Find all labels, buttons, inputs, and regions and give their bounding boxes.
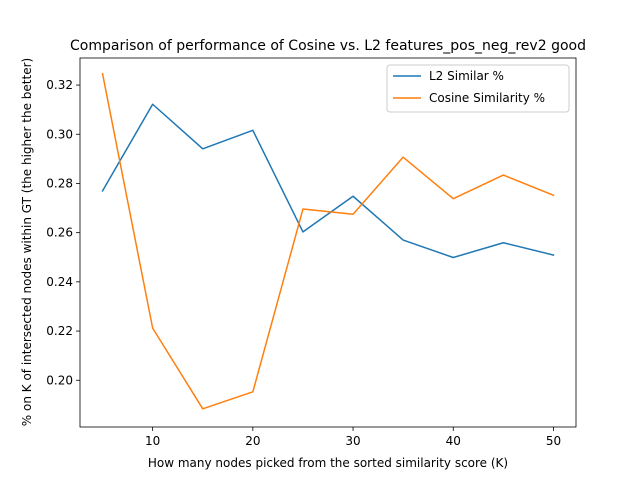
y-tick-label-3: 0.26 [46,226,73,240]
y-tick-label-0: 0.20 [46,373,73,387]
y-tick-label-1: 0.22 [46,324,73,338]
x-tick-label-1: 20 [245,434,260,448]
chart-title: Comparison of performance of Cosine vs. … [70,38,586,54]
series-line-0 [101,103,555,259]
axes: 10 20 30 40 50 0.20 0.22 0.24 0.26 0.28 0.30 0.32 [46,57,577,448]
legend-label-0: L2 Similar % [429,69,504,83]
y-axis-label: % on K of intersected nodes within GT (t… [20,58,34,426]
x-tick-label-0: 10 [145,434,160,448]
x-tick-label-3: 40 [446,434,461,448]
y-tick-label-5: 0.30 [46,127,73,141]
y-tick-label-2: 0.24 [46,275,73,289]
y-tick-label-4: 0.28 [46,176,73,190]
legend-box [386,64,570,113]
x-axis-label: How many nodes picked from the sorted si… [148,456,508,470]
plot-area [101,72,555,410]
x-tick-label-4: 50 [546,434,561,448]
legend-label-1: Cosine Similarity % [429,91,545,105]
y-tick-label-6: 0.32 [46,78,73,92]
x-tick-label-2: 30 [345,434,360,448]
axes-frame [79,57,577,428]
legend: L2 Similar % Cosine Similarity % [386,64,570,113]
series-line-1 [101,72,555,410]
